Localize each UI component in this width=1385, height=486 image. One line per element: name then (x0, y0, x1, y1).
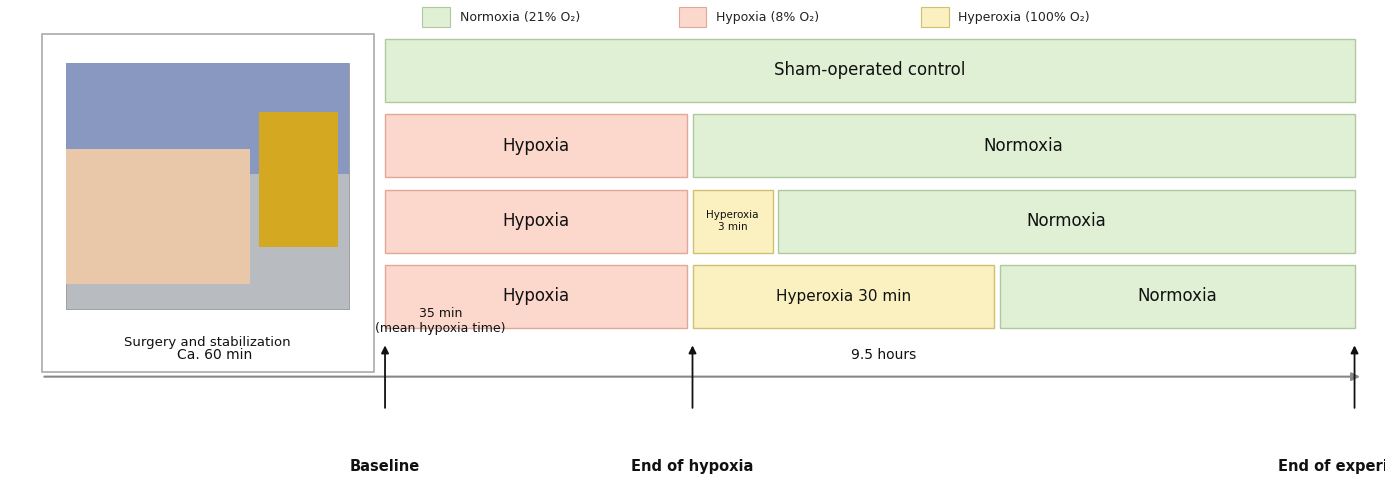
Bar (66, 63, 349, 174)
Bar (679, 7, 706, 27)
Bar (692, 114, 1355, 177)
Text: Hyperoxia (100% O₂): Hyperoxia (100% O₂) (958, 11, 1090, 23)
Text: 35 min
(mean hypoxia time): 35 min (mean hypoxia time) (375, 307, 506, 335)
Text: Ca. 60 min: Ca. 60 min (177, 348, 252, 362)
Text: Normoxia: Normoxia (983, 137, 1064, 155)
Bar (778, 190, 1355, 253)
Bar (42, 34, 374, 372)
Text: Hyperoxia
3 min: Hyperoxia 3 min (706, 210, 759, 232)
Text: Hypoxia (8% O₂): Hypoxia (8% O₂) (716, 11, 819, 23)
Text: Normoxia (21% O₂): Normoxia (21% O₂) (460, 11, 580, 23)
Bar (259, 112, 338, 247)
Text: Hypoxia: Hypoxia (503, 287, 569, 306)
Text: Normoxia: Normoxia (1137, 287, 1217, 306)
Bar (385, 190, 687, 253)
Bar (66, 149, 251, 284)
Bar (692, 190, 773, 253)
Text: Hypoxia: Hypoxia (503, 137, 569, 155)
Text: Surgery and stabilization: Surgery and stabilization (125, 336, 291, 349)
Text: Hyperoxia 30 min: Hyperoxia 30 min (776, 289, 911, 304)
Text: End of experiment: End of experiment (1278, 459, 1385, 474)
Text: End of hypoxia: End of hypoxia (632, 459, 753, 474)
Text: Sham-operated control: Sham-operated control (774, 61, 965, 80)
Bar (66, 63, 349, 309)
Text: Normoxia: Normoxia (1026, 212, 1107, 230)
Bar (1000, 265, 1355, 328)
Bar (385, 39, 1355, 102)
Bar (385, 114, 687, 177)
Text: Baseline: Baseline (350, 459, 420, 474)
Bar (385, 265, 687, 328)
Bar (692, 265, 994, 328)
Text: Hypoxia: Hypoxia (503, 212, 569, 230)
Text: 9.5 hours: 9.5 hours (850, 348, 917, 362)
Bar (921, 7, 949, 27)
Bar (422, 7, 450, 27)
